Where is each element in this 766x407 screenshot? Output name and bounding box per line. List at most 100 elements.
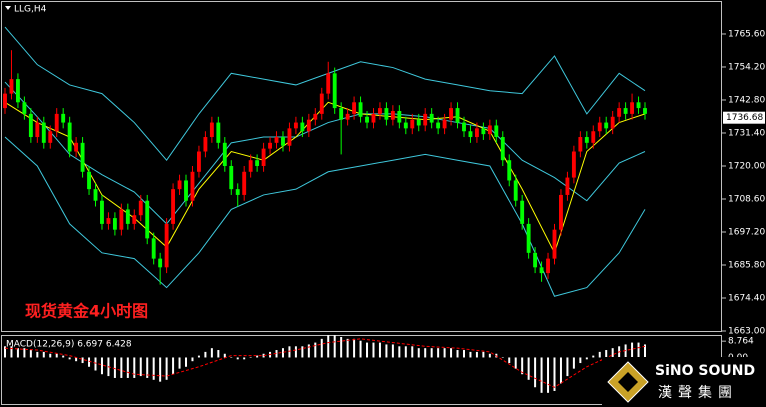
macd-bar xyxy=(294,346,297,358)
annotation: 现货黄金4小时图 xyxy=(25,302,148,321)
macd-bar xyxy=(411,346,414,358)
logo-subtitle: 漢聲集團 xyxy=(658,384,738,401)
candle-body xyxy=(636,102,641,109)
candle-body xyxy=(423,113,428,126)
candle-body xyxy=(222,142,227,166)
macd-bar xyxy=(372,342,375,358)
candle-body xyxy=(35,122,40,138)
macd-bar xyxy=(4,346,6,358)
candle-body xyxy=(597,122,602,132)
candle-body xyxy=(623,108,628,114)
indicator-line xyxy=(4,136,646,297)
y-tick-label: 1708.60 xyxy=(728,194,765,204)
candle-body xyxy=(410,119,415,129)
candle-body xyxy=(643,108,647,114)
macd-bar xyxy=(256,355,259,358)
candle-body xyxy=(132,215,137,224)
price-tag-label: 1736.68 xyxy=(726,113,763,123)
candle-body xyxy=(216,122,221,143)
candle-body xyxy=(500,137,505,161)
candle-body xyxy=(358,102,363,117)
macd-bar xyxy=(398,346,401,358)
candle-body xyxy=(610,116,615,129)
y-tick-label: 1697.20 xyxy=(728,227,765,237)
indicator-line xyxy=(4,101,646,255)
candle-body xyxy=(390,110,395,120)
macd-bar xyxy=(585,357,588,360)
macd-bar xyxy=(113,357,116,378)
candle-body xyxy=(93,189,98,201)
candle-body xyxy=(455,108,460,123)
macd-bar xyxy=(262,353,265,358)
candle-body xyxy=(539,267,544,274)
macd-bar xyxy=(469,351,472,358)
macd-bar xyxy=(81,357,84,364)
macd-bar xyxy=(378,342,381,358)
macd-bar xyxy=(185,357,188,367)
candle-body xyxy=(442,119,447,129)
macd-bar xyxy=(62,355,65,358)
candle-body xyxy=(255,160,260,166)
macd-bar xyxy=(126,357,129,378)
macd-bar xyxy=(165,357,168,380)
macd-bar xyxy=(605,350,608,358)
macd-bar xyxy=(437,348,440,358)
macd-bar xyxy=(249,357,252,358)
y-tick-label: 8.764 xyxy=(728,337,754,347)
y-tick-label: 1742.80 xyxy=(728,95,765,105)
macd-bar xyxy=(430,348,433,358)
candle-body xyxy=(352,102,357,114)
candle-body xyxy=(474,128,479,138)
candle-body xyxy=(429,113,434,123)
candle-body xyxy=(48,131,53,143)
macd-bar xyxy=(540,357,543,393)
macd-bar xyxy=(223,353,226,358)
y-tick-label: 1674.40 xyxy=(728,293,765,303)
candle-body xyxy=(28,113,33,138)
macd-bar xyxy=(159,357,162,382)
logo-name: SiNO SOUND xyxy=(655,363,755,379)
macd-bar xyxy=(281,348,284,358)
candle-body xyxy=(584,137,589,143)
macd-bar xyxy=(243,357,246,360)
macd-bar xyxy=(488,353,491,358)
candle-body xyxy=(617,108,622,117)
macd-bar xyxy=(178,357,181,369)
macd-bar xyxy=(49,353,52,358)
macd-bar xyxy=(566,357,569,377)
candle-body xyxy=(145,200,150,239)
y-tick-label: 1754.20 xyxy=(728,62,765,72)
macd-bar xyxy=(139,357,142,377)
y-tick-label: 1720.00 xyxy=(728,161,765,171)
candle-body xyxy=(365,116,369,123)
macd-bar xyxy=(16,348,19,358)
macd-bar xyxy=(210,348,213,358)
macd-bar xyxy=(631,342,634,358)
y-tick-label: 1731.40 xyxy=(728,128,765,138)
candle-body xyxy=(67,122,72,152)
macd-bar xyxy=(333,335,336,358)
indicator-line xyxy=(4,81,646,225)
macd-bar xyxy=(417,348,420,358)
macd-bar xyxy=(366,342,369,358)
candle-body xyxy=(184,180,188,201)
macd-bar xyxy=(191,357,194,362)
candle-body xyxy=(274,137,279,143)
candle-body xyxy=(125,209,130,224)
candle-body xyxy=(242,171,247,195)
macd-bar xyxy=(100,357,103,375)
candle-body xyxy=(209,122,214,138)
macd-bar xyxy=(508,357,511,364)
candle-body xyxy=(197,151,201,172)
candle-body xyxy=(468,131,473,138)
macd-bar xyxy=(353,338,356,358)
candle-body xyxy=(565,177,570,195)
macd-bar xyxy=(75,357,78,362)
y-tick-label: 1765.60 xyxy=(728,29,765,39)
candle-body xyxy=(332,73,337,109)
macd-bar xyxy=(36,351,39,358)
candle-body xyxy=(22,102,27,114)
candle-body xyxy=(119,209,124,230)
candle-body xyxy=(526,223,531,253)
